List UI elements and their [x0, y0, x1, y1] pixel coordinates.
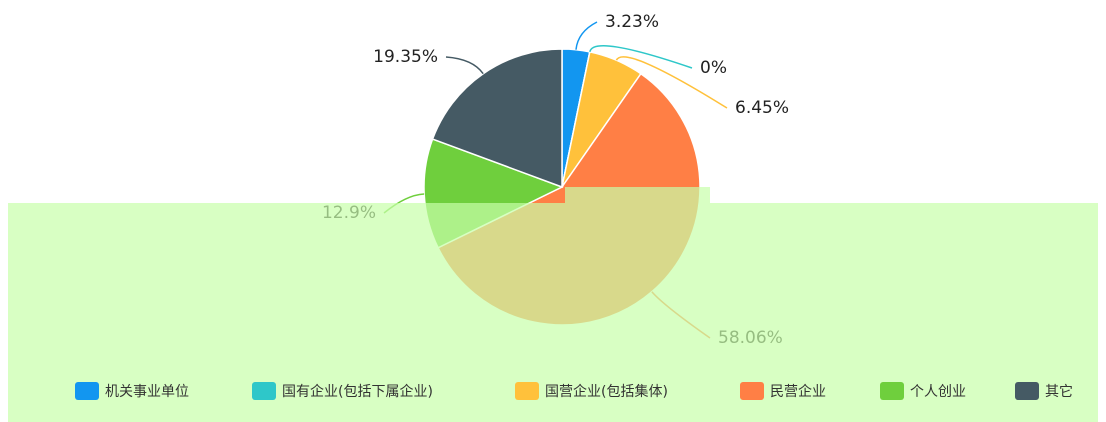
data-label: 19.35% [373, 47, 438, 67]
legend-label: 民营企业 [770, 383, 826, 400]
data-label: 6.45% [735, 98, 789, 118]
legend-label: 其它 [1045, 383, 1073, 400]
leader-line [445, 56, 484, 75]
legend-swatch [75, 382, 99, 400]
legend: 机关事业单位 国有企业(包括下属企业) 国营企业(包括集体) 民营企业 个人创业 其它 [75, 382, 1073, 400]
leader-line [615, 56, 728, 109]
legend-label: 国营企业(包括集体) [545, 383, 668, 400]
legend-swatch [880, 382, 904, 400]
overlay [565, 187, 710, 203]
leader-line [589, 45, 693, 69]
legend-swatch [252, 382, 276, 400]
legend-swatch [1015, 382, 1039, 400]
data-label: 0% [700, 58, 727, 78]
data-label: 3.23% [605, 12, 659, 32]
legend-swatch [740, 382, 764, 400]
leader-line [575, 21, 598, 50]
overlay [8, 203, 1098, 422]
legend-label: 个人创业 [910, 384, 966, 400]
legend-label: 机关事业单位 [105, 384, 189, 400]
legend-label: 国有企业(包括下属企业) [282, 383, 433, 400]
legend-swatch [515, 382, 539, 400]
